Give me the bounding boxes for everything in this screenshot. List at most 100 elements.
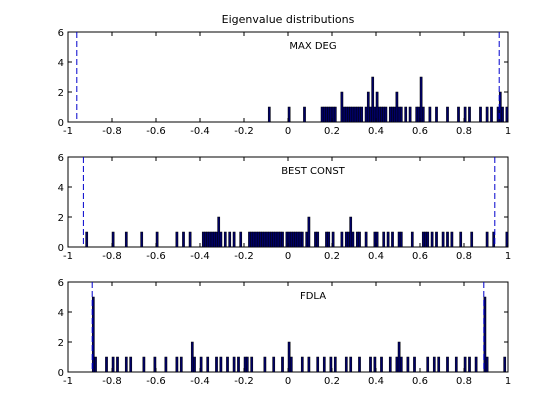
histogram-bar: [503, 356, 507, 373]
histogram-bar: [358, 231, 361, 248]
histogram-bar: [252, 231, 256, 248]
histogram-bar: [360, 106, 364, 123]
histogram-bar: [263, 356, 267, 373]
histogram-bar: [111, 231, 115, 248]
panel-label: FDLA: [300, 291, 326, 302]
y-tick-label: 4: [58, 183, 64, 194]
histogram-bar: [272, 231, 276, 248]
panel-label: MAX DEG: [289, 41, 336, 52]
x-tick-label: 0.2: [324, 376, 340, 387]
histogram-bar: [421, 106, 425, 123]
histogram-bar: [351, 106, 355, 123]
histogram-bar: [468, 106, 471, 123]
histogram-bar: [428, 106, 432, 123]
histogram-bar: [329, 356, 333, 373]
histogram-bar: [421, 231, 425, 248]
x-tick-label: -1: [63, 251, 73, 262]
panel-label: BEST CONST: [281, 166, 345, 177]
y-tick-label: 0: [58, 243, 64, 254]
histogram-bar: [289, 231, 293, 248]
histogram-bar: [397, 341, 401, 373]
histogram-bar: [446, 356, 449, 373]
histogram-bar: [483, 296, 487, 373]
histogram-bar: [393, 106, 397, 123]
histogram-bar: [395, 356, 399, 373]
histogram-bar: [267, 231, 271, 248]
x-tick-label: 0.8: [456, 251, 472, 262]
histogram-bar: [212, 231, 216, 248]
histogram-bar: [322, 356, 326, 373]
histogram-bar: [331, 231, 335, 248]
histogram-bar: [217, 216, 221, 248]
histogram-bar: [344, 231, 348, 248]
x-tick-label: 0: [285, 251, 291, 262]
histogram-bar: [353, 106, 357, 123]
histogram-bar: [408, 106, 412, 123]
x-tick-label: -0.4: [190, 376, 210, 387]
histogram-bar: [333, 106, 337, 123]
x-tick-label: 0.6: [412, 126, 428, 137]
chart-title: Eigenvalue distributions: [222, 13, 355, 26]
histogram-bar: [410, 231, 414, 248]
histogram-bar: [116, 356, 119, 373]
x-tick-label: 0: [285, 376, 291, 387]
x-tick-label: -1: [63, 376, 73, 387]
y-tick-label: 6: [58, 28, 64, 39]
histogram-bar: [272, 356, 276, 373]
histogram-bar: [435, 106, 438, 123]
y-tick-label: 0: [58, 368, 64, 379]
histogram-bar: [314, 231, 317, 248]
histogram-bar: [380, 356, 383, 373]
histogram-bar: [325, 106, 328, 123]
histogram-bar: [470, 231, 474, 248]
histogram-bar: [307, 216, 311, 248]
histogram-bar: [415, 106, 419, 123]
histogram-bar: [287, 341, 291, 373]
histogram-bar: [164, 356, 168, 373]
histogram-bar: [105, 356, 108, 373]
histogram-bar: [391, 231, 394, 248]
histogram-bar: [399, 356, 403, 373]
x-tick-label: 0.8: [456, 126, 472, 137]
x-tick-label: 0.6: [412, 251, 428, 262]
x-tick-label: 0.4: [368, 251, 384, 262]
histogram-bar: [287, 106, 291, 123]
histogram-bar: [432, 356, 436, 373]
histogram-bar: [391, 106, 394, 123]
histogram-bar: [358, 356, 361, 373]
histogram-bar: [155, 231, 159, 248]
histogram-bar: [111, 356, 115, 373]
histogram-bar: [344, 356, 348, 373]
histogram-bar: [437, 356, 441, 373]
x-tick-label: 0.6: [412, 376, 428, 387]
histogram-bar: [397, 231, 401, 248]
histogram-bar: [219, 231, 223, 248]
x-tick-label: -0.6: [146, 126, 166, 137]
histogram-bar: [459, 231, 463, 248]
x-tick-label: -1: [63, 126, 73, 137]
histogram-bar: [426, 356, 430, 373]
x-tick-label: -0.4: [190, 126, 210, 137]
histogram-bar: [201, 231, 205, 248]
y-tick-label: 6: [58, 153, 64, 164]
histogram-bar: [333, 356, 337, 373]
histogram-bar: [278, 231, 282, 248]
x-tick-label: 0.8: [456, 376, 472, 387]
histogram-bar: [237, 356, 240, 373]
x-tick-label: -0.2: [234, 376, 254, 387]
histogram-bar: [175, 356, 179, 373]
histogram-bar: [347, 231, 350, 248]
histogram-bar: [426, 231, 430, 248]
histogram-bar: [399, 106, 403, 123]
histogram-bar: [479, 106, 482, 123]
histogram-bar: [248, 231, 251, 248]
histogram-bar: [327, 106, 331, 123]
histogram-bar: [342, 106, 346, 123]
histogram-bar: [388, 106, 392, 123]
histogram-bar: [501, 106, 504, 123]
x-tick-label: 0.4: [368, 376, 384, 387]
x-tick-label: 1: [505, 251, 511, 262]
histogram-bar: [382, 106, 386, 123]
histogram-bar: [450, 231, 454, 248]
